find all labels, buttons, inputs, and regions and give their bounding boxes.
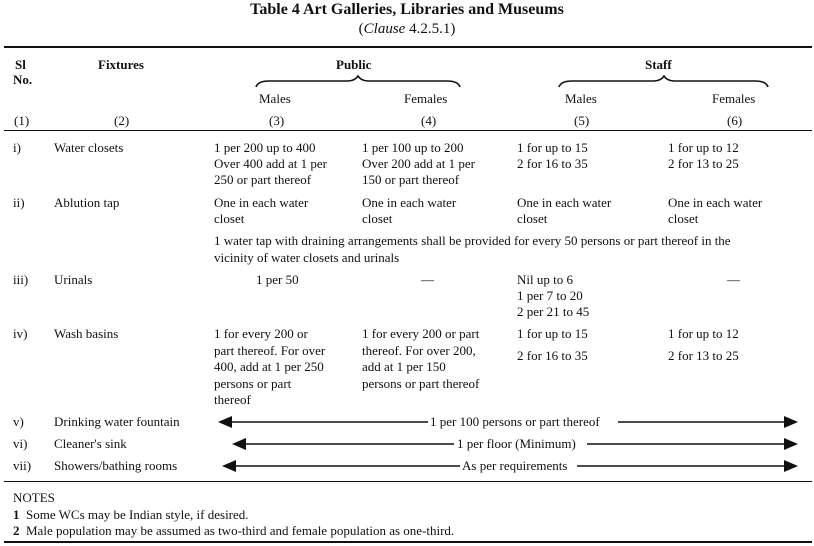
row2-staff-m-1: One in each water xyxy=(517,195,612,210)
row4-staff-m-2: 2 for 16 to 35 xyxy=(517,348,588,363)
col-num-2: (2) xyxy=(114,113,130,128)
row1-pub-m-2: Over 400 add at 1 per xyxy=(214,156,327,171)
subtitle-clause: Clause xyxy=(363,21,406,37)
row2-fixture: Ablution tap xyxy=(54,195,120,210)
note-2-text: Male population may be assumed as two-th… xyxy=(26,523,455,538)
row2-pub-f-2: closet xyxy=(362,211,393,226)
row2-note-1: 1 water tap with draining arrangements s… xyxy=(214,233,731,248)
notes-rule xyxy=(4,541,812,543)
header-public-females: Females xyxy=(404,91,448,106)
row2-note-2: vicinity of water closets and urinals xyxy=(214,250,400,265)
table-subtitle: (Clause 4.2.5.1) xyxy=(0,20,814,38)
row3-sl: iii) xyxy=(13,272,29,287)
row1-pub-f-1: 1 per 100 up to 200 xyxy=(362,140,464,155)
row6-span-text: 1 per floor (Minimum) xyxy=(455,436,578,452)
row1-sl: i) xyxy=(13,140,21,155)
row4-fixture: Wash basins xyxy=(54,326,119,341)
row5-fixture: Drinking water fountain xyxy=(54,414,180,429)
header-fixtures: Fixtures xyxy=(98,57,144,72)
row3-pub-f: — xyxy=(421,272,434,287)
row3-staff-m-3: 2 per 21 to 45 xyxy=(517,304,590,319)
row1-staff-f-1: 1 for up to 12 xyxy=(668,140,739,155)
header-staff: Staff xyxy=(645,57,672,72)
row5-span-arrow xyxy=(218,416,798,428)
row7-fixture: Showers/bathing rooms xyxy=(54,458,178,473)
row1-pub-m-1: 1 per 200 up to 400 xyxy=(214,140,316,155)
row4-pub-f-3: add at 1 per 150 xyxy=(362,359,446,374)
header-staff-females: Females xyxy=(712,91,756,106)
public-brace xyxy=(255,74,461,88)
table-title: Table 4 Art Galleries, Libraries and Mus… xyxy=(250,1,564,18)
row2-staff-f-1: One in each water xyxy=(668,195,763,210)
note-2-number: 2 xyxy=(13,523,20,538)
row4-pub-m-3: 400, add at 1 per 250 xyxy=(214,359,324,374)
header-public-males: Males xyxy=(259,91,291,106)
row6-fixture: Cleaner's sink xyxy=(54,436,127,451)
note-1-number: 1 xyxy=(13,507,20,522)
row4-staff-f-2: 2 for 13 to 25 xyxy=(668,348,739,363)
row2-sl: ii) xyxy=(13,195,25,210)
header-public: Public xyxy=(336,57,372,72)
row3-pub-m: 1 per 50 xyxy=(256,272,299,287)
top-rule xyxy=(4,46,812,48)
row2-staff-m-2: closet xyxy=(517,211,548,226)
row1-staff-m-2: 2 for 16 to 35 xyxy=(517,156,588,171)
col-num-6: (6) xyxy=(727,113,743,128)
row5-sl: v) xyxy=(13,414,24,429)
row4-pub-m-1: 1 for every 200 or xyxy=(214,326,308,341)
row1-pub-f-2: Over 200 add at 1 per xyxy=(362,156,475,171)
col-num-4: (4) xyxy=(421,113,437,128)
subtitle-clause-number: 4.2.5.1) xyxy=(405,21,456,37)
row3-staff-f: — xyxy=(727,272,740,287)
row3-staff-m-1: Nil up to 6 xyxy=(517,272,573,287)
row4-staff-m-1: 1 for up to 15 xyxy=(517,326,588,341)
row6-sl: vi) xyxy=(13,436,28,451)
note-1-text: Some WCs may be Indian style, if desired… xyxy=(26,507,249,522)
row7-span-arrow xyxy=(222,460,798,472)
note-2: 2 Male population may be assumed as two-… xyxy=(13,523,454,539)
header-staff-males: Males xyxy=(565,91,597,106)
row4-pub-m-2: part thereof. For over xyxy=(214,343,326,358)
note-1: 1 Some WCs may be Indian style, if desir… xyxy=(13,507,249,523)
row6-span-arrow xyxy=(232,438,798,450)
row4-staff-f-1: 1 for up to 12 xyxy=(668,326,739,341)
row2-staff-f-2: closet xyxy=(668,211,699,226)
row4-pub-f-2: thereof. For over 200, xyxy=(362,343,476,358)
row3-fixture: Urinals xyxy=(54,272,93,287)
header-sl: Sl xyxy=(15,57,26,72)
row4-pub-f-1: 1 for every 200 or part xyxy=(362,326,480,341)
row1-staff-m-1: 1 for up to 15 xyxy=(517,140,588,155)
col-num-1: (1) xyxy=(14,113,30,128)
staff-brace xyxy=(558,74,769,88)
row2-pub-m-2: closet xyxy=(214,211,245,226)
row4-pub-m-5: thereof xyxy=(214,392,251,407)
row1-pub-m-3: 250 or part thereof xyxy=(214,172,312,187)
row5-span-text: 1 per 100 persons or part thereof xyxy=(428,414,602,430)
notes-heading: NOTES xyxy=(13,490,55,505)
bottom-rule xyxy=(4,481,812,482)
subtitle-open: ( xyxy=(358,21,364,37)
row1-staff-f-2: 2 for 13 to 25 xyxy=(668,156,739,171)
row7-span-text: As per requirements xyxy=(460,458,570,474)
row3-staff-m-2: 1 per 7 to 20 xyxy=(517,288,583,303)
col-num-3: (3) xyxy=(269,113,285,128)
row2-pub-m-1: One in each water xyxy=(214,195,309,210)
row1-fixture: Water closets xyxy=(54,140,124,155)
header-rule xyxy=(4,130,812,131)
row4-pub-m-4: persons or part xyxy=(214,376,292,391)
row1-pub-f-3: 150 or part thereof xyxy=(362,172,460,187)
row7-sl: vii) xyxy=(13,458,32,473)
row2-pub-f-1: One in each water xyxy=(362,195,457,210)
header-no: No. xyxy=(13,72,33,87)
row4-sl: iv) xyxy=(13,326,28,341)
col-num-5: (5) xyxy=(574,113,590,128)
row4-pub-f-4: persons or part thereof xyxy=(362,376,480,391)
